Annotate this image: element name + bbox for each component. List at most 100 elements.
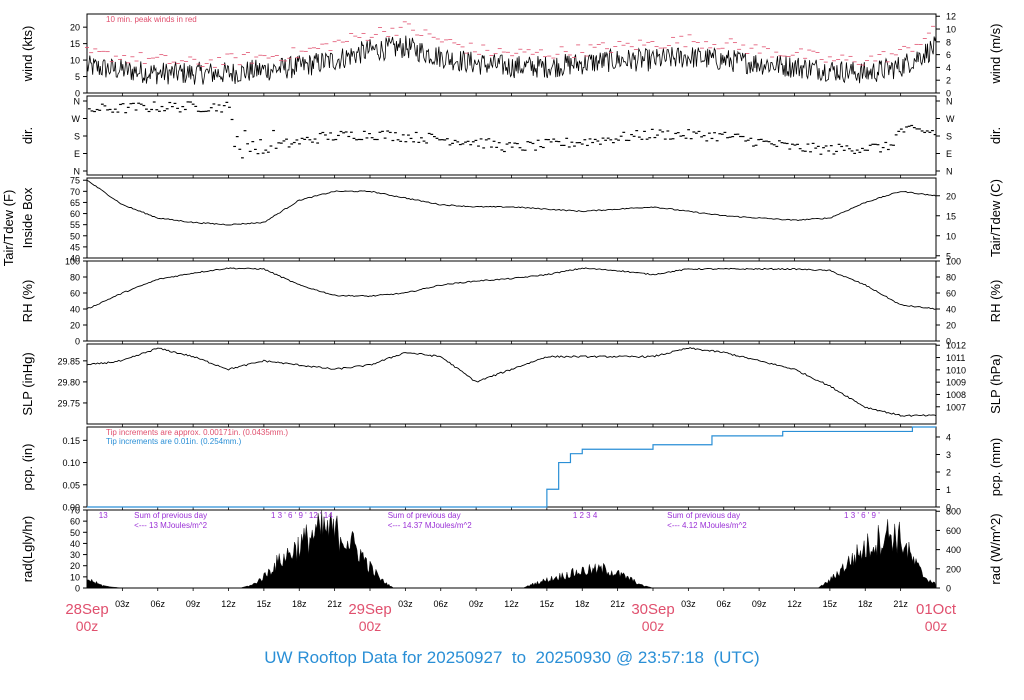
x-hour-label: 18z <box>858 599 873 609</box>
rh-ylabel-right: RH (%) <box>988 280 1003 323</box>
x-hour-label: 18z <box>575 599 590 609</box>
wind-right-tick-label: 10 <box>946 25 956 35</box>
wind-left-tick-label: 20 <box>70 23 80 33</box>
x-hour-label: 06z <box>150 599 165 609</box>
pcp-left-tick-label: 0.10 <box>62 458 80 468</box>
x-hour-label: 12z <box>504 599 519 609</box>
x-hour-label: 09z <box>186 599 201 609</box>
pcp-ylabel-right: pcp. (mm) <box>988 438 1003 497</box>
dir-ylabel-right: dir. <box>988 127 1003 144</box>
temp-ylabel-left: Tair/Tdew (F) <box>1 190 16 267</box>
rad-hour-marks: 1 3 ' 6 ' 9 ' <box>844 511 880 520</box>
wind-right-tick-label: 0 <box>946 89 951 99</box>
x-hour-label: 21z <box>893 599 908 609</box>
temp-frame <box>86 177 937 259</box>
pcp-right-tick-label: 2 <box>946 467 951 477</box>
slp-ylabel-left: SLP (inHg) <box>20 352 35 415</box>
rad-frame <box>86 509 937 589</box>
rh-right-tick-label: 20 <box>946 321 956 331</box>
slp-right-tick-label: 1012 <box>946 341 966 351</box>
rh-right-tick-label: 60 <box>946 289 956 299</box>
temp-right-tick-label: 5 <box>946 251 951 261</box>
dir-right-tick-label: W <box>946 114 955 124</box>
dir-right-tick-label: E <box>946 149 952 159</box>
rh-right-tick-label: 0 <box>946 337 951 347</box>
rad-left-tick-label: 20 <box>70 561 80 571</box>
rad-right-tick-label: 200 <box>946 564 961 574</box>
pcp-annotation-blue: Tip increments are 0.01in. (0.254mm.) <box>106 437 242 446</box>
x-date-label: 30Sep <box>631 601 674 618</box>
pcp-right-tick-label: 1 <box>946 485 951 495</box>
wind-left-tick-label: 10 <box>70 56 80 66</box>
temp-left-tick-label: 50 <box>70 231 80 241</box>
slp-frame <box>86 343 937 425</box>
rad-summary-label: Sum of previous day <box>667 511 740 520</box>
temp-right-tick-label: 10 <box>946 231 956 241</box>
x-hour-label: 12z <box>221 599 236 609</box>
temp-line <box>86 179 937 226</box>
rh-ylabel-left: RH (%) <box>20 280 35 323</box>
x-hour-label: 03z <box>398 599 413 609</box>
rh-left-tick-label: 0 <box>75 337 80 347</box>
rad-area <box>86 510 937 589</box>
slp-right-tick-label: 1007 <box>946 402 966 412</box>
x-date-label: 01Oct <box>916 601 957 618</box>
rad-left-tick-label: 60 <box>70 517 80 527</box>
dir-right-tick-label: N <box>946 167 953 177</box>
temp-right-tick-label: 15 <box>946 211 956 221</box>
x-hour-label: 03z <box>681 599 696 609</box>
rh-left-tick-label: 40 <box>70 305 80 315</box>
temp-left-tick-label: 45 <box>70 242 80 252</box>
rh-left-tick-label: 100 <box>65 257 80 267</box>
rad-summary-label: Sum of previous day <box>134 511 207 520</box>
wind-right-tick-label: 6 <box>946 50 951 60</box>
dir-ylabel-left: dir. <box>20 127 35 144</box>
x-hour-label: 21z <box>610 599 625 609</box>
x-date-label: 29Sep <box>348 601 391 618</box>
x-hour-label: 18z <box>292 599 307 609</box>
pcp-right-tick-label: 4 <box>946 432 951 442</box>
slp-right-tick-label: 1009 <box>946 378 966 388</box>
rad-right-tick-label: 600 <box>946 526 961 536</box>
wind-ylabel-left: wind (kts) <box>20 26 35 83</box>
wind-right-tick-label: 4 <box>946 63 951 73</box>
x-hour-label: 09z <box>752 599 767 609</box>
dir-left-tick-label: N <box>74 167 81 177</box>
rad-hour-marks: 13 <box>99 511 108 520</box>
rad-left-tick-label: 30 <box>70 550 80 560</box>
pcp-line <box>87 426 936 508</box>
slp-ylabel-right: SLP (hPa) <box>988 354 1003 414</box>
rh-left-tick-label: 20 <box>70 321 80 331</box>
pcp-left-tick-label: 0.05 <box>62 480 80 490</box>
temp-right-tick-label: 20 <box>946 191 956 201</box>
temp-ylabel-right: Tair/Tdew (C) <box>988 179 1003 257</box>
dir-right-tick-label: S <box>946 132 952 142</box>
dir-left-tick-label: N <box>74 97 81 107</box>
rad-ylabel-right: rad (W/m^2) <box>988 513 1003 584</box>
temp-left-tick-label: 75 <box>70 176 80 186</box>
slp-line <box>86 347 937 417</box>
x-hour-label: 12z <box>787 599 802 609</box>
rh-left-tick-label: 60 <box>70 289 80 299</box>
rad-left-tick-label: 10 <box>70 572 80 582</box>
x-date-label: 28Sep <box>65 601 108 618</box>
x-date-time-label: 00z <box>642 618 665 634</box>
x-date-time-label: 00z <box>925 618 948 634</box>
x-hour-label: 06z <box>433 599 448 609</box>
x-hour-label: 21z <box>327 599 342 609</box>
pcp-ylabel-left: pcp. (in) <box>20 444 35 491</box>
rad-right-tick-label: 800 <box>946 507 961 517</box>
slp-left-tick-label: 29.85 <box>57 356 80 366</box>
rad-summary-total: <--- 13 MJoules/m^2 <box>134 521 207 530</box>
slp-left-tick-label: 29.80 <box>57 377 80 387</box>
x-hour-label: 15z <box>540 599 555 609</box>
rad-summary-total: <--- 4.12 MJoules/m^2 <box>667 521 747 530</box>
rh-left-tick-label: 80 <box>70 273 80 283</box>
rad-ylabel-left: rad(Lgly/hr) <box>20 516 35 582</box>
temp-left-tick-label: 40 <box>70 254 80 264</box>
temp-left-tick-label: 65 <box>70 198 80 208</box>
dir-frame <box>86 95 937 176</box>
slp-right-tick-label: 1011 <box>946 353 965 363</box>
rad-left-tick-label: 0 <box>75 584 80 594</box>
wind-right-tick-label: 2 <box>946 76 951 86</box>
